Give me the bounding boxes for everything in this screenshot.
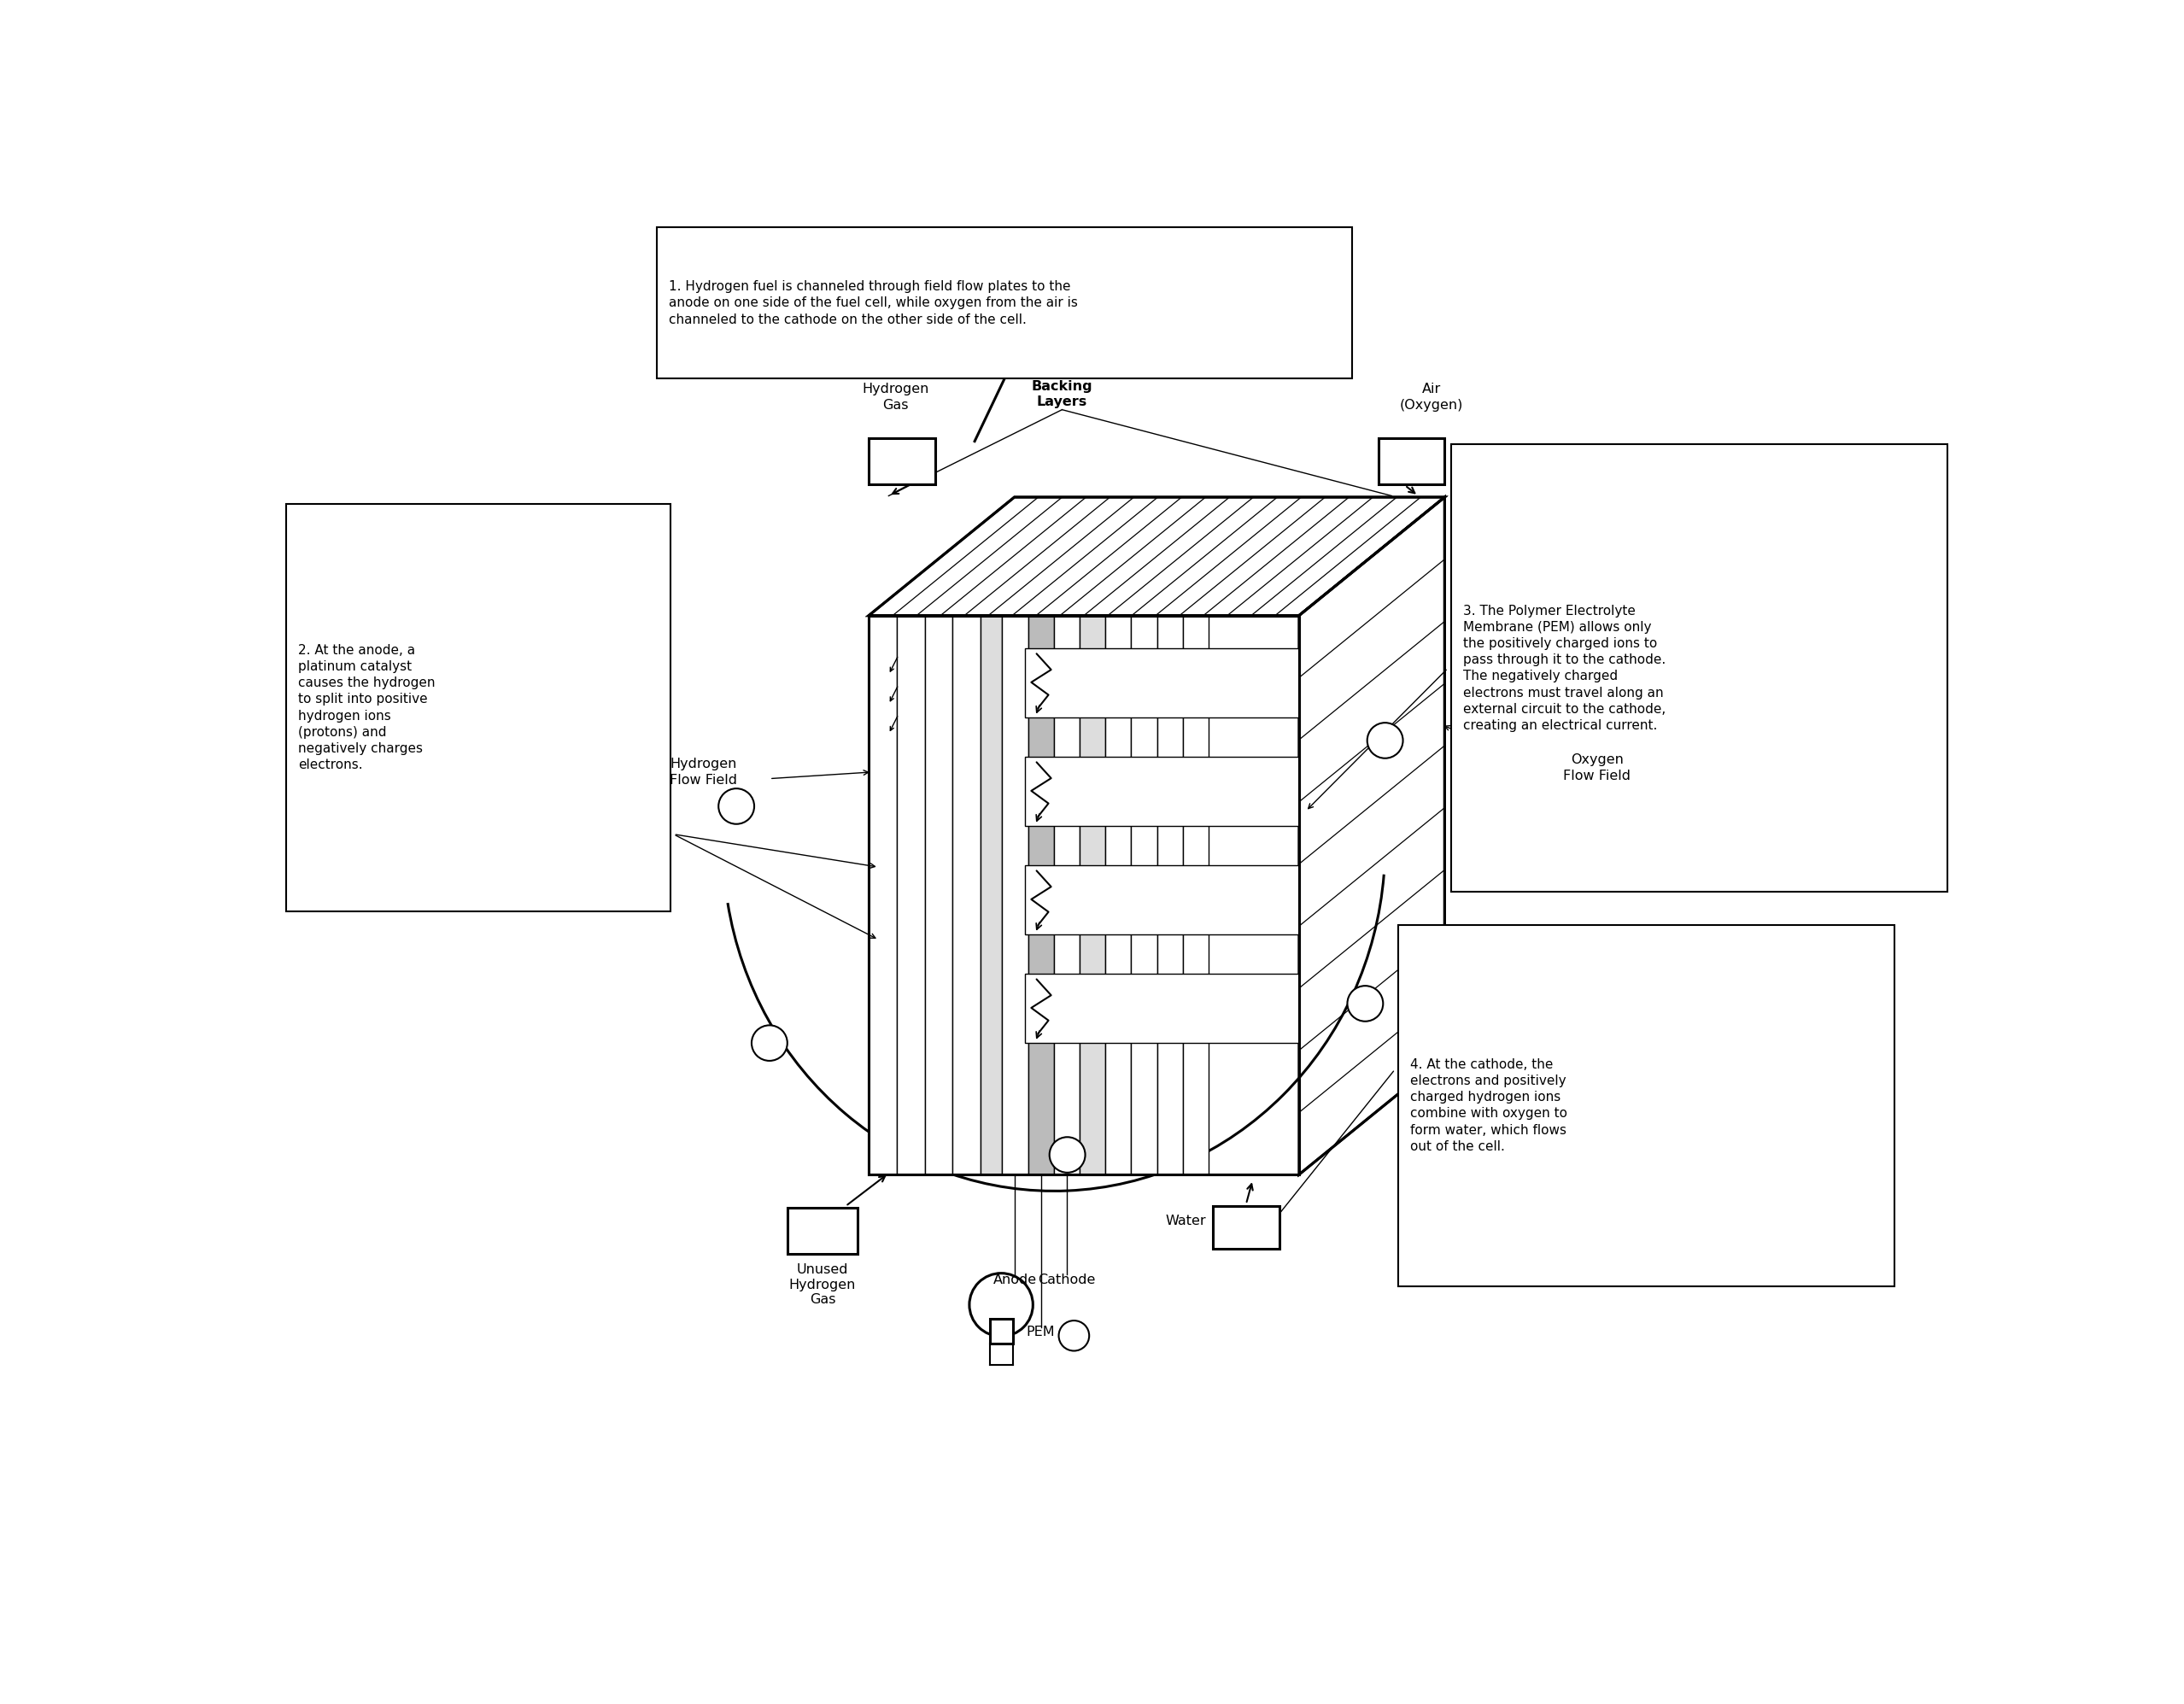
- Text: Air
(Oxygen): Air (Oxygen): [1400, 383, 1463, 412]
- Circle shape: [1348, 987, 1382, 1021]
- Bar: [1212, 1206, 1280, 1249]
- Polygon shape: [924, 615, 952, 1174]
- Polygon shape: [981, 615, 1002, 1174]
- Text: Hydrogen
Flow Field: Hydrogen Flow Field: [670, 758, 736, 787]
- Text: 2. At the anode, a
platinum catalyst
causes the hydrogen
to split into positive
: 2. At the anode, a platinum catalyst cau…: [299, 644, 435, 772]
- Polygon shape: [1158, 615, 1184, 1174]
- Text: PEM: PEM: [1026, 1326, 1055, 1339]
- Polygon shape: [898, 615, 924, 1174]
- Circle shape: [1059, 1321, 1090, 1351]
- Text: Oxygen
Flow Field: Oxygen Flow Field: [1564, 753, 1631, 782]
- Bar: [1398, 925, 1896, 1287]
- Text: Unused
Hydrogen
Gas: Unused Hydrogen Gas: [788, 1263, 856, 1305]
- Bar: [788, 1208, 856, 1254]
- Text: Hydrogen
Gas: Hydrogen Gas: [863, 383, 928, 412]
- Polygon shape: [869, 498, 1444, 615]
- Bar: [286, 504, 670, 912]
- Polygon shape: [869, 615, 1299, 1174]
- Polygon shape: [952, 615, 981, 1174]
- Polygon shape: [1105, 615, 1131, 1174]
- Circle shape: [970, 1273, 1033, 1336]
- Text: Backing
Layers: Backing Layers: [1031, 380, 1092, 409]
- Text: 4. At the cathode, the
electrons and positively
charged hydrogen ions
combine wi: 4. At the cathode, the electrons and pos…: [1411, 1058, 1568, 1154]
- Text: Anode: Anode: [994, 1273, 1037, 1287]
- Text: 3. The Polymer Electrolyte
Membrane (PEM) allows only
the positively charged ion: 3. The Polymer Electrolyte Membrane (PEM…: [1463, 605, 1666, 733]
- Polygon shape: [1024, 866, 1299, 934]
- Text: Cathode: Cathode: [1037, 1273, 1096, 1287]
- Text: 1. Hydrogen fuel is channeled through field flow plates to the
anode on one side: 1. Hydrogen fuel is channeled through fi…: [668, 281, 1079, 325]
- Circle shape: [751, 1026, 788, 1062]
- Bar: [657, 228, 1352, 378]
- Polygon shape: [1079, 615, 1105, 1174]
- Polygon shape: [1024, 649, 1299, 717]
- Polygon shape: [869, 615, 898, 1174]
- Polygon shape: [1299, 498, 1444, 1174]
- Bar: [1378, 438, 1444, 484]
- Bar: [1450, 445, 1948, 891]
- Bar: [989, 1319, 1013, 1343]
- Circle shape: [719, 789, 753, 825]
- Polygon shape: [1024, 975, 1299, 1043]
- Polygon shape: [1024, 757, 1299, 826]
- Polygon shape: [1131, 615, 1158, 1174]
- Circle shape: [1367, 722, 1402, 758]
- Polygon shape: [1184, 615, 1208, 1174]
- Bar: [869, 438, 935, 484]
- Polygon shape: [1053, 615, 1079, 1174]
- Polygon shape: [1002, 615, 1029, 1174]
- Text: Water: Water: [1166, 1215, 1206, 1227]
- Circle shape: [1051, 1137, 1085, 1172]
- Polygon shape: [1029, 615, 1053, 1174]
